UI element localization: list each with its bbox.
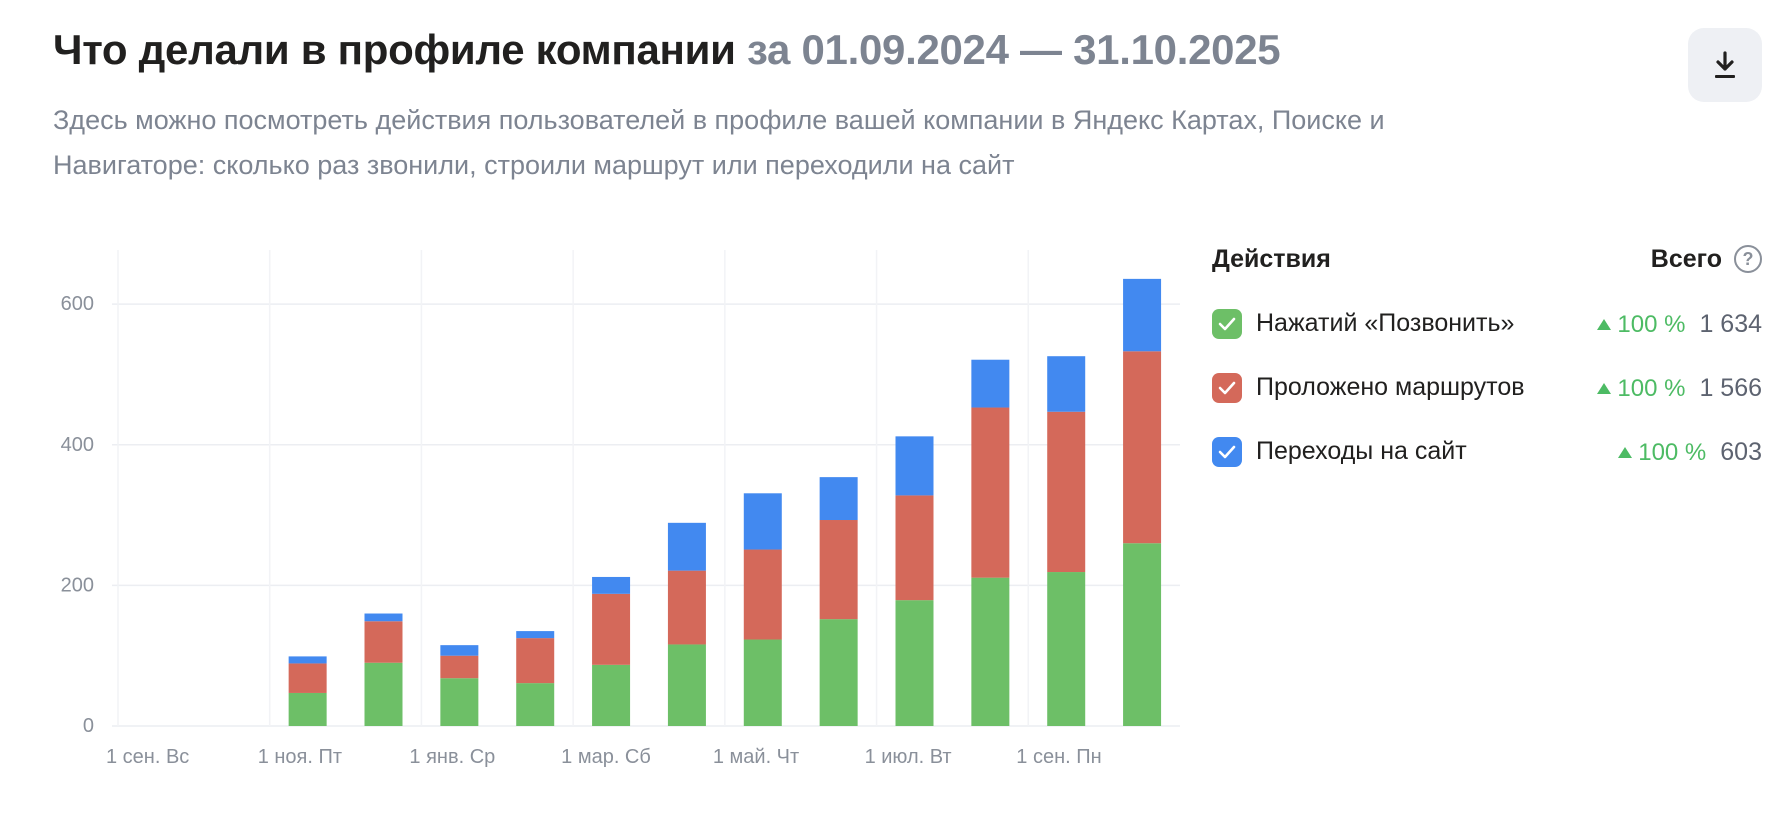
bar-routes: [1047, 411, 1086, 573]
bar-calls: [895, 600, 934, 726]
bar-calls: [667, 644, 706, 726]
legend-col-actions: Действия: [1212, 245, 1331, 273]
legend-label: Нажатий «Позвонить»: [1256, 309, 1515, 337]
bar-site: [1123, 278, 1162, 352]
bar-calls: [440, 678, 479, 726]
legend: Действия Всего ? Нажатий «Позвонить» 100…: [1212, 245, 1762, 501]
bar-site: [743, 493, 782, 550]
x-tick-label: 1 янв. Ср: [409, 746, 495, 768]
change-value: 100 %: [1617, 310, 1686, 338]
bar-calls: [364, 662, 403, 726]
title-period: за 01.09.2024 — 31.10.2025: [747, 26, 1281, 73]
bar-routes: [743, 549, 782, 640]
bar-routes: [1123, 351, 1162, 544]
help-icon[interactable]: ?: [1734, 245, 1762, 273]
y-tick-label: 0: [83, 715, 94, 737]
actions-chart: 0 200 400 600 1 сен. Вс 1 ноя. Пт 1 янв. Ср 1 м…: [61, 250, 1180, 768]
up-triangle-icon: [1597, 383, 1612, 394]
download-button[interactable]: [1688, 28, 1762, 102]
bar-routes: [895, 495, 934, 601]
x-tick-label: 1 сен. Пн: [1016, 746, 1101, 768]
legend-label: Переходы на сайт: [1256, 437, 1467, 465]
change-value: 100 %: [1638, 438, 1707, 466]
legend-header: Действия Всего ?: [1212, 245, 1762, 281]
x-tick-label: 1 мар. Сб: [561, 746, 651, 768]
legend-item-routes[interactable]: Проложено маршрутов 100 % 1 566: [1212, 373, 1762, 437]
bar-calls: [1123, 543, 1162, 726]
site-checkbox[interactable]: [1212, 437, 1242, 467]
legend-item-site[interactable]: Переходы на сайт 100 % 603: [1212, 437, 1762, 501]
x-tick-label: 1 май. Чт: [713, 746, 799, 768]
up-triangle-icon: [1618, 447, 1633, 458]
bar-calls: [971, 577, 1010, 726]
x-tick-label: 1 ноя. Пт: [258, 746, 342, 768]
bar-site: [592, 576, 631, 594]
change-indicator: 100 %: [1618, 439, 1706, 467]
bar-routes: [667, 570, 706, 645]
bar-routes: [516, 638, 555, 684]
bar-site: [516, 631, 555, 639]
bar-site: [364, 613, 403, 622]
download-icon: [1715, 51, 1735, 78]
page-subtitle: Здесь можно посмотреть действия пользова…: [53, 105, 1385, 180]
bar-site: [667, 522, 706, 571]
bar-site: [971, 359, 1010, 408]
change-indicator: 100 %: [1597, 375, 1685, 403]
bar-routes: [592, 593, 631, 665]
y-tick-label: 200: [61, 574, 94, 596]
bar-site: [819, 477, 858, 521]
routes-checkbox[interactable]: [1212, 373, 1242, 403]
legend-col-total: Всего: [1650, 245, 1722, 273]
page-title: Что делали в профиле компании за 01.09.2…: [53, 26, 1281, 74]
bar-site: [895, 436, 934, 496]
y-tick-label: 400: [61, 434, 94, 456]
total-value: 1 634: [1699, 310, 1762, 338]
bar-site: [288, 656, 327, 664]
bar-calls: [516, 683, 555, 726]
bar-routes: [288, 663, 327, 693]
bar-routes: [364, 621, 403, 663]
bar-routes: [971, 407, 1010, 578]
x-tick-label: 1 сен. Вс: [106, 746, 189, 768]
change-indicator: 100 %: [1597, 311, 1685, 339]
checkmark-icon: [1218, 317, 1236, 331]
bar-calls: [1047, 572, 1086, 726]
x-tick-label: 1 июл. Вт: [865, 746, 952, 768]
bar-calls: [592, 664, 631, 726]
bar-site: [1047, 356, 1086, 412]
legend-item-calls[interactable]: Нажатий «Позвонить» 100 % 1 634: [1212, 309, 1762, 373]
up-triangle-icon: [1597, 319, 1612, 330]
total-value: 603: [1720, 438, 1762, 466]
checkmark-icon: [1218, 445, 1236, 459]
checkmark-icon: [1218, 381, 1236, 395]
y-tick-label: 600: [61, 293, 94, 315]
calls-checkbox[interactable]: [1212, 309, 1242, 339]
bar-calls: [819, 619, 858, 726]
bar-routes: [819, 520, 858, 620]
total-value: 1 566: [1699, 374, 1762, 402]
bar-calls: [743, 639, 782, 726]
legend-label: Проложено маршрутов: [1256, 373, 1525, 401]
bar-site: [440, 645, 479, 656]
change-value: 100 %: [1617, 374, 1686, 402]
bar-routes: [440, 655, 479, 679]
title-text: Что делали в профиле компании: [53, 26, 736, 73]
bar-calls: [288, 692, 327, 726]
